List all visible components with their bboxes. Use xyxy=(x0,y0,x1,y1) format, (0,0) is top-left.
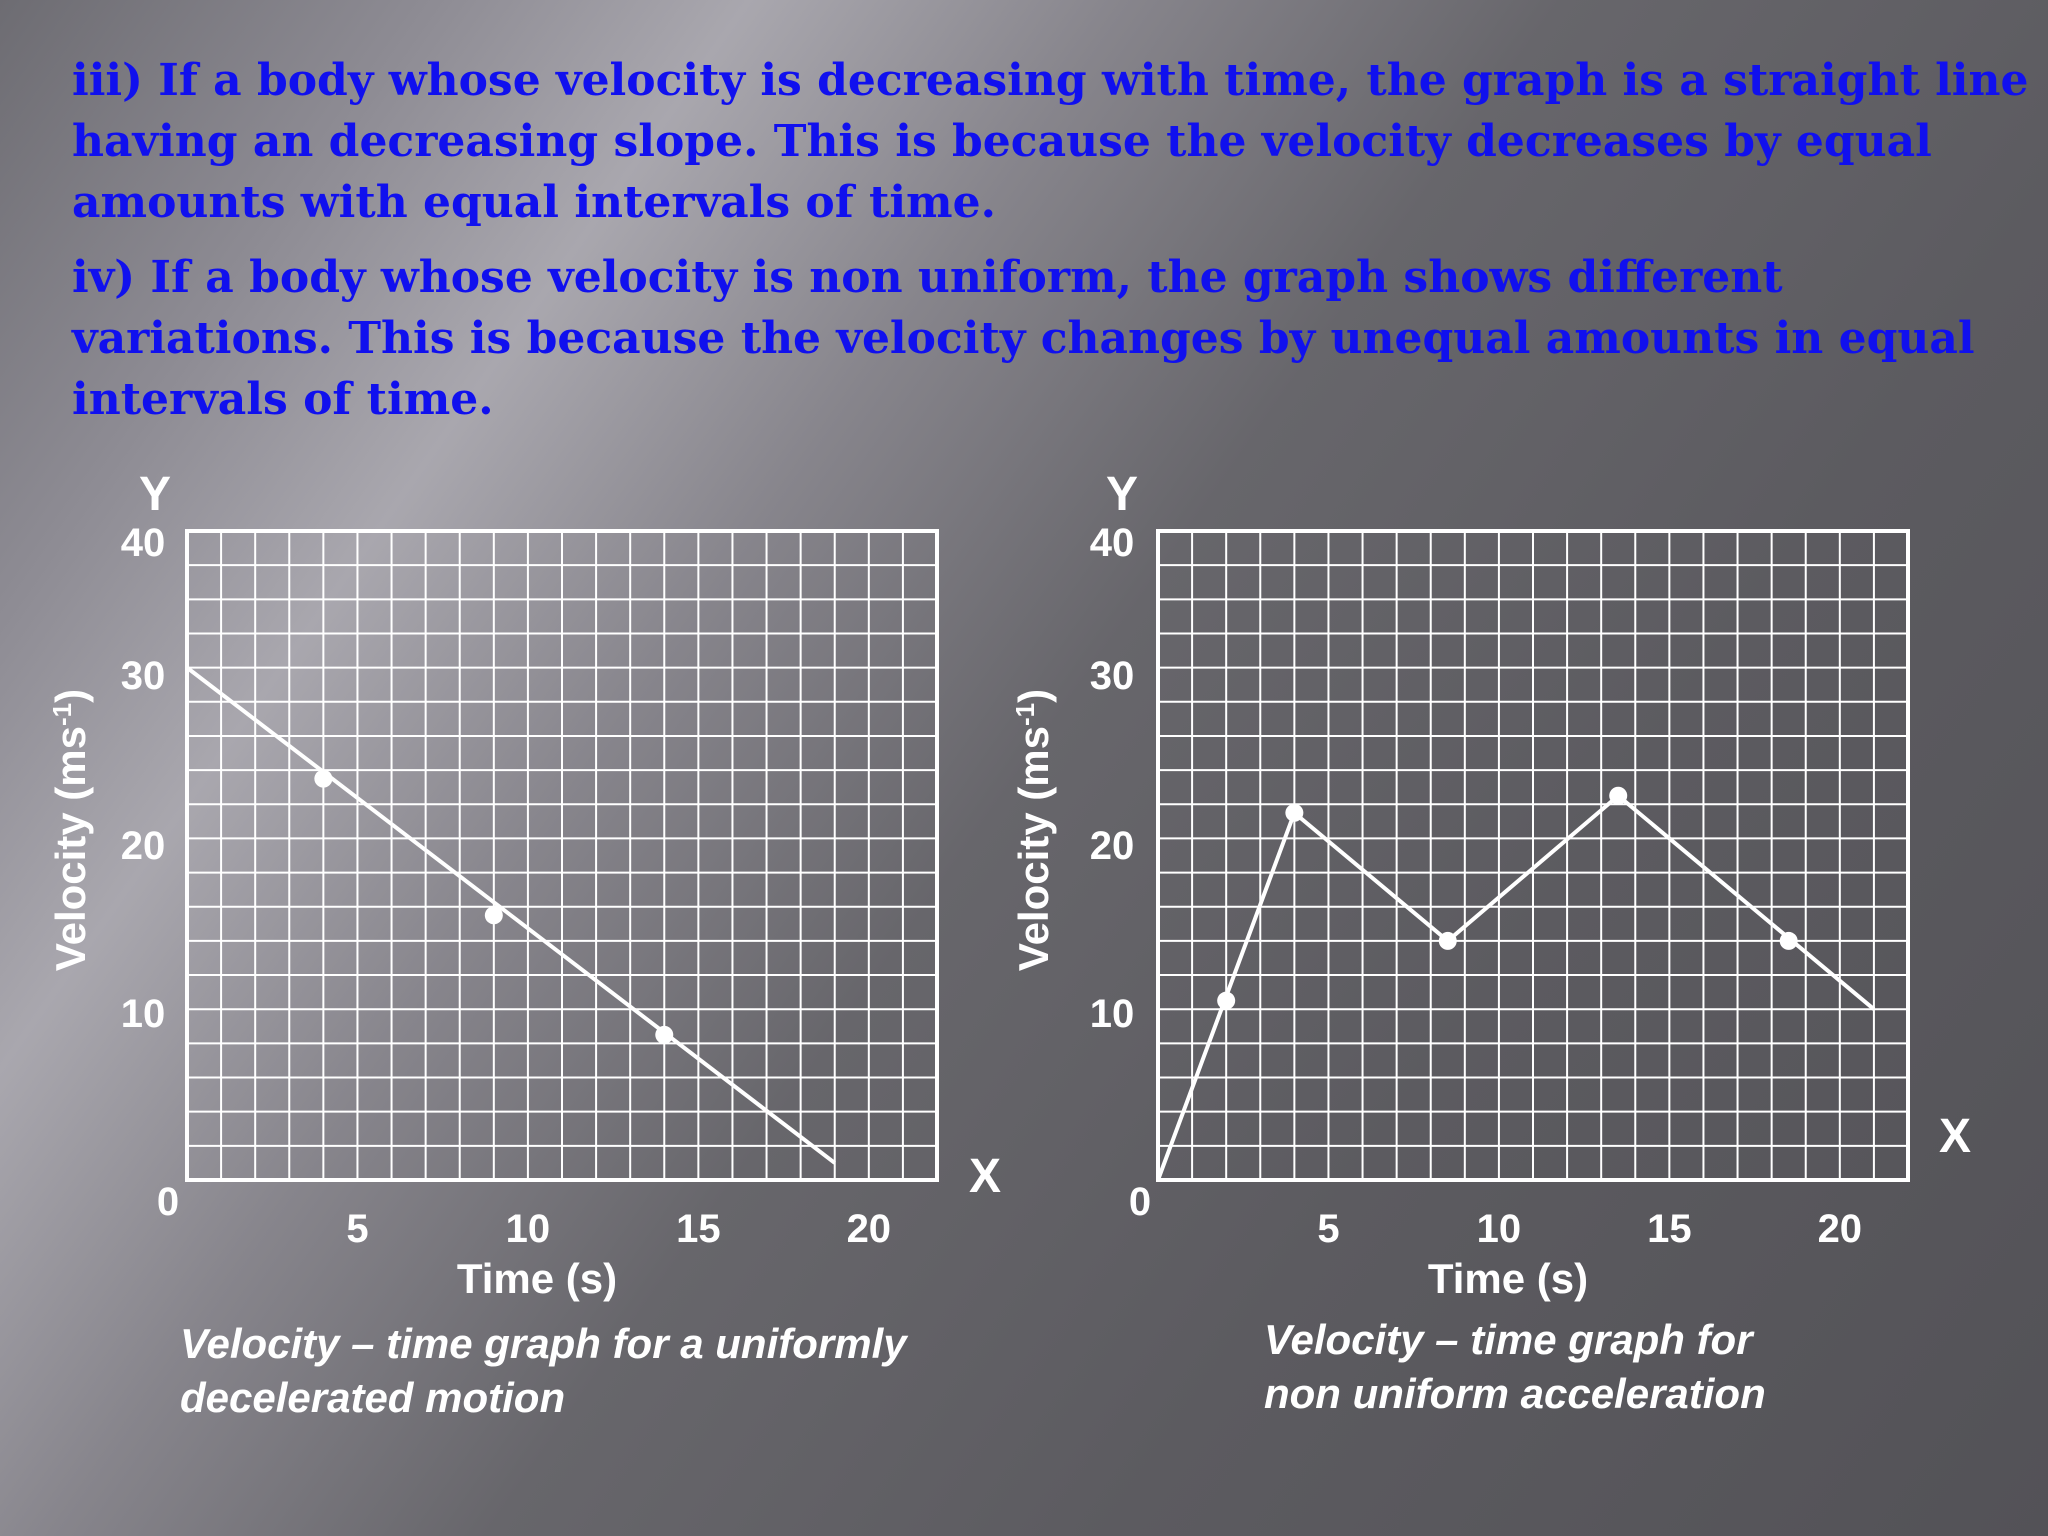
y-tick-label: 20 xyxy=(1090,824,1135,868)
y-tick-label: 40 xyxy=(121,521,166,565)
x-axis-letter: X xyxy=(969,1150,1001,1203)
data-point xyxy=(1217,991,1236,1010)
chart-non-uniform-acceleration: 10 20 30 40 5 10 15 20 0 X Y Time (s) Velocity (ms-1… xyxy=(1010,468,1971,1302)
y-tick-label: 20 xyxy=(121,824,166,868)
y-tick-label: 10 xyxy=(1090,992,1135,1036)
chart-1-caption-line-2: decelerated motion xyxy=(180,1374,566,1421)
y-axis-label: Velocity (ms-1) xyxy=(1010,689,1057,971)
y-tick-label: 30 xyxy=(1090,654,1135,698)
plot-frame xyxy=(1156,529,1910,1182)
plot-frame xyxy=(185,529,939,1182)
data-point xyxy=(1438,931,1457,950)
x-tick-label: 10 xyxy=(506,1207,551,1251)
chart-2-caption-line-1: Velocity – time graph for xyxy=(1264,1316,1753,1363)
y-axis-letter: Y xyxy=(139,468,171,521)
paragraph-iv: iv) If a body whose velocity is non unif… xyxy=(72,252,1975,425)
chart-1-caption: Velocity – time graph for a uniformly de… xyxy=(180,1317,1080,1425)
x-tick-label: 5 xyxy=(1317,1207,1339,1251)
chart-2-caption-line-2: non uniform acceleration xyxy=(1264,1370,1766,1417)
data-point xyxy=(484,906,503,925)
x-tick-label: 15 xyxy=(676,1207,721,1251)
data-point xyxy=(655,1025,674,1044)
data-point xyxy=(1285,803,1304,822)
chart-1-caption-line-1: Velocity – time graph for a uniformly xyxy=(180,1320,907,1367)
x-tick-label: 20 xyxy=(1818,1207,1863,1251)
chart-uniform-deceleration: 10 20 30 40 5 10 15 20 0 X Y Time (s) Velocity (ms-1… xyxy=(47,468,1001,1302)
data-point xyxy=(1779,931,1798,950)
series-line xyxy=(1156,793,1876,1181)
x-tick-label: 20 xyxy=(847,1207,892,1251)
data-point xyxy=(314,769,333,788)
origin-label: 0 xyxy=(1129,1180,1151,1224)
data-point xyxy=(1609,786,1628,805)
grid xyxy=(187,531,937,1180)
y-axis-letter: Y xyxy=(1106,468,1138,521)
x-axis-label: Time (s) xyxy=(457,1255,617,1302)
x-tick-label: 10 xyxy=(1477,1207,1522,1251)
x-axis-letter: X xyxy=(1939,1110,1971,1163)
y-tick-label: 30 xyxy=(121,654,166,698)
y-tick-label: 40 xyxy=(1090,521,1135,565)
x-tick-label: 15 xyxy=(1647,1207,1692,1251)
series-line xyxy=(185,666,836,1165)
origin-label: 0 xyxy=(157,1180,179,1224)
x-axis-label: Time (s) xyxy=(1428,1255,1588,1302)
x-tick-label: 5 xyxy=(346,1207,368,1251)
grid xyxy=(1158,531,1908,1180)
y-tick-label: 10 xyxy=(121,992,166,1036)
chart-2-caption: Velocity – time graph for non uniform ac… xyxy=(1264,1313,2024,1421)
paragraph-iii: iii) If a body whose velocity is decreas… xyxy=(72,55,2029,228)
y-axis-label: Velocity (ms-1) xyxy=(47,689,94,971)
